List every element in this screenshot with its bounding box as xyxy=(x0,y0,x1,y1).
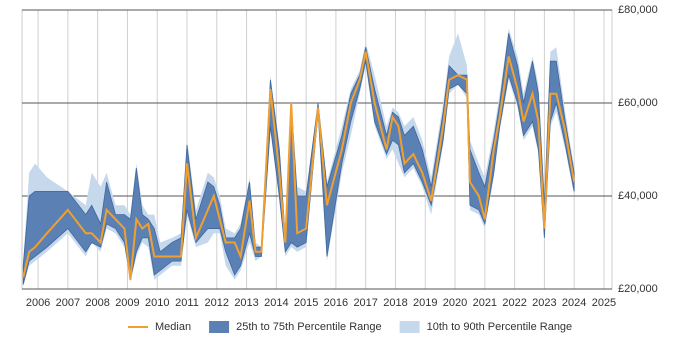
x-tick-label: 2023 xyxy=(532,297,556,309)
x-tick-label: 2006 xyxy=(26,297,50,309)
x-tick-label: 2013 xyxy=(234,297,258,309)
x-tick-label: 2007 xyxy=(56,297,80,309)
x-tick-label: 2016 xyxy=(324,297,348,309)
legend-label: Median xyxy=(155,321,191,333)
y-tick-label: £60,000 xyxy=(618,97,658,109)
y-tick-label: £20,000 xyxy=(618,283,658,295)
plot-area xyxy=(21,9,613,290)
median-line xyxy=(22,51,576,280)
x-tick-label: 2021 xyxy=(473,297,497,309)
legend-swatch xyxy=(209,321,230,333)
x-tick-label: 2025 xyxy=(592,297,616,309)
x-tick-label: 2012 xyxy=(205,297,229,309)
x-tick-label: 2009 xyxy=(115,297,139,309)
legend-label: 25th to 75th Percentile Range xyxy=(236,321,382,333)
x-tick-label: 2019 xyxy=(413,297,437,309)
y-tick-label: £40,000 xyxy=(618,190,658,202)
percentile-band xyxy=(22,33,575,285)
x-tick-label: 2018 xyxy=(383,297,407,309)
legend-label: 10th to 90th Percentile Range xyxy=(427,321,573,333)
x-tick-label: 2020 xyxy=(443,297,467,309)
x-tick-label: 2024 xyxy=(562,297,586,309)
x-tick-label: 2015 xyxy=(294,297,318,309)
x-tick-label: 2008 xyxy=(85,297,109,309)
x-tick-label: 2014 xyxy=(264,297,288,309)
x-tick-label: 2022 xyxy=(502,297,526,309)
x-tick-label: 2010 xyxy=(145,297,169,309)
x-tick-label: 2017 xyxy=(353,297,377,309)
x-tick-label: 2011 xyxy=(175,297,199,309)
legend-swatch xyxy=(399,321,420,333)
y-tick-label: £80,000 xyxy=(618,4,658,16)
